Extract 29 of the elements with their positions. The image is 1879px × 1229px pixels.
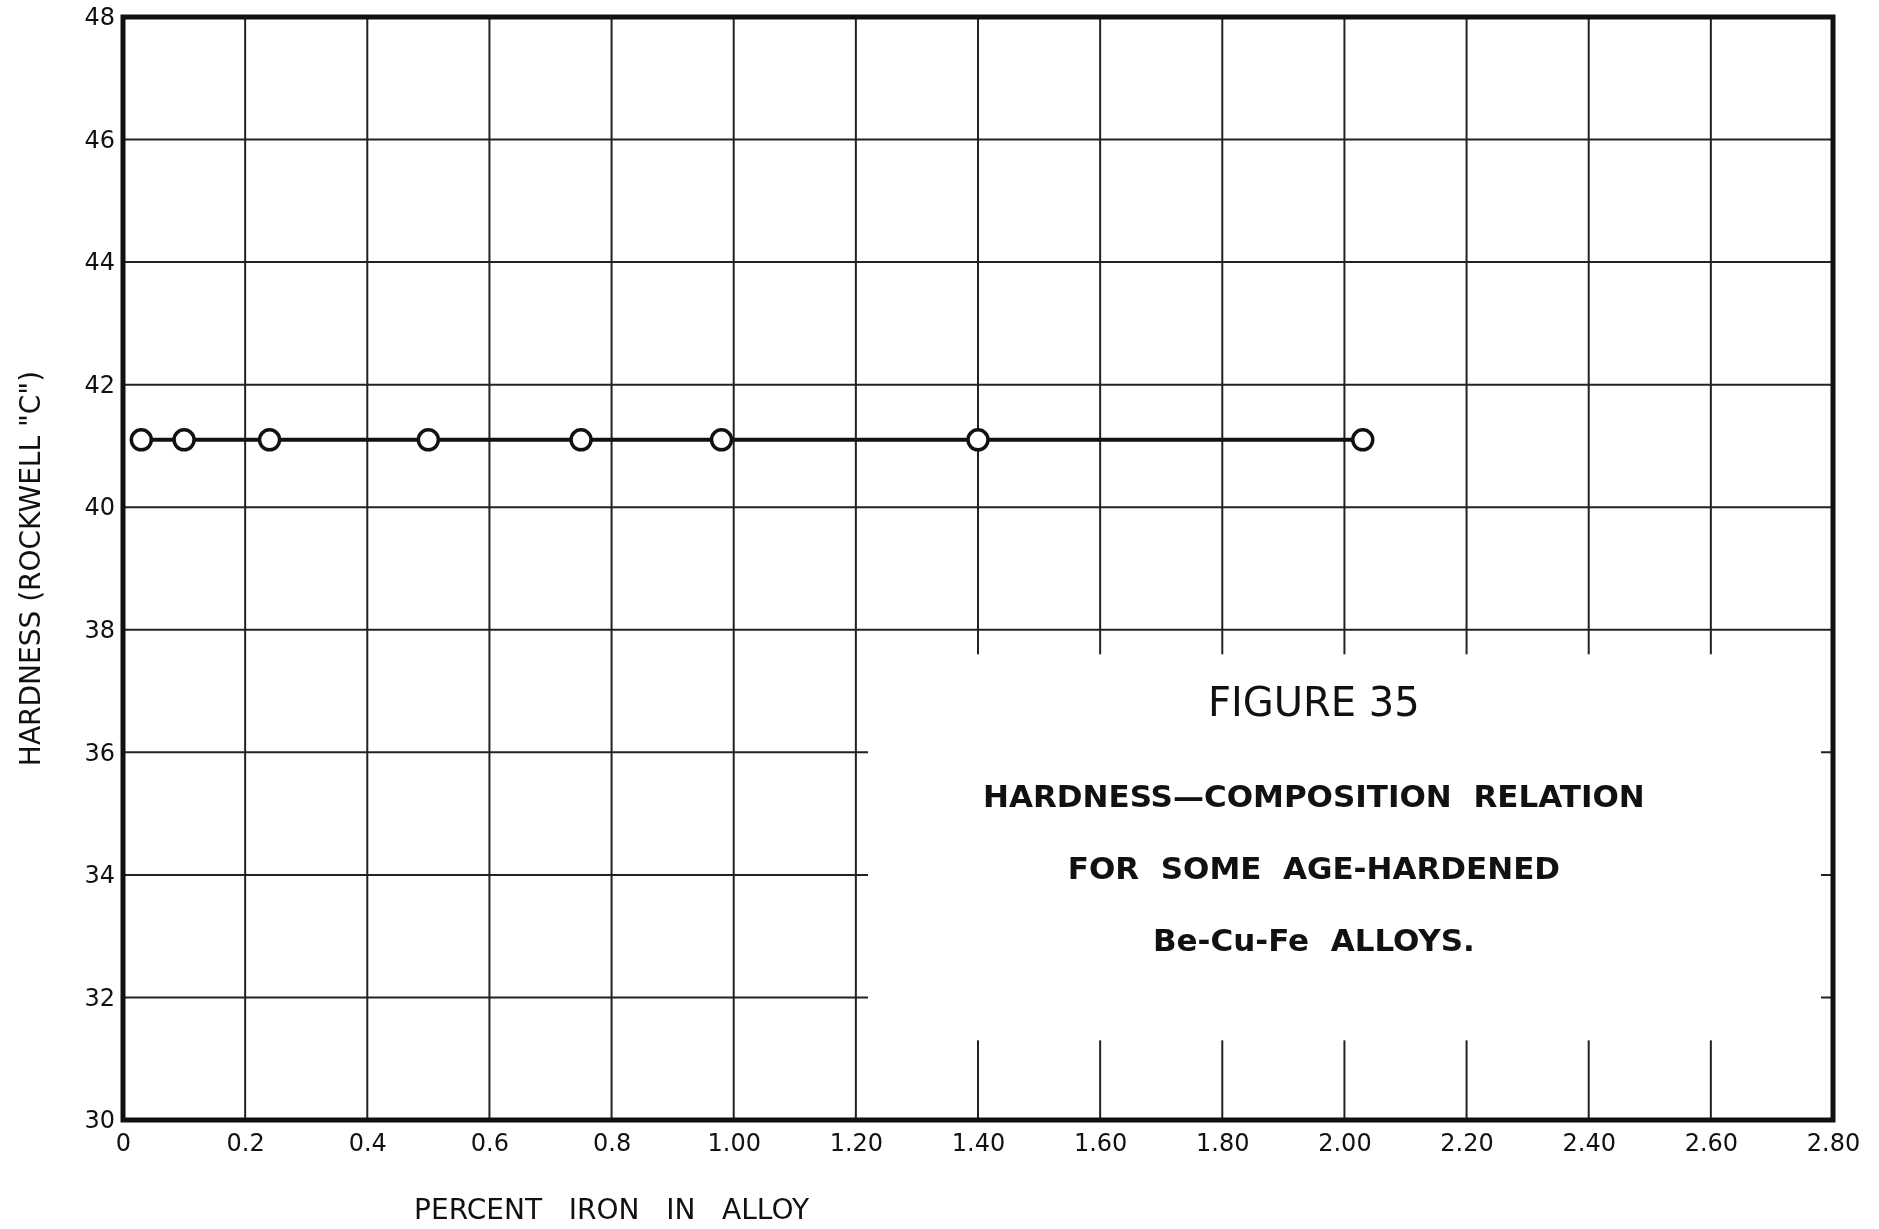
x-tick-label: 2.00 bbox=[1318, 1129, 1372, 1158]
x-tick-label: 1.40 bbox=[951, 1129, 1006, 1158]
x-tick-label: 2.40 bbox=[1562, 1129, 1616, 1158]
x-tick-label: 1.20 bbox=[829, 1129, 884, 1158]
x-tick-label: 2.20 bbox=[1440, 1129, 1494, 1158]
x-tick-label: 1.00 bbox=[707, 1129, 761, 1158]
x-tick-label: 0.4 bbox=[348, 1129, 387, 1158]
y-axis-title: HARDNESS (ROCKWELL "C") bbox=[14, 370, 47, 767]
x-tick-label: 0 bbox=[115, 1129, 132, 1158]
x-tick-label: 2.60 bbox=[1684, 1129, 1739, 1158]
x-tick-label: 1.80 bbox=[1196, 1129, 1250, 1158]
y-tick-label: 42 bbox=[84, 370, 115, 399]
text: HARDNESS—COMPOSITION RELATION FOR SOME AGE-HARDENED Be-Cu-Fe ALLOYS. bbox=[983, 778, 1645, 959]
x-tick-label: 1.60 bbox=[1073, 1129, 1128, 1158]
x-tick-label: 0.8 bbox=[592, 1129, 632, 1158]
x-axis-title: PERCENT IRON IN ALLOY bbox=[414, 1193, 810, 1226]
y-tick-label: 44 bbox=[84, 248, 115, 277]
x-tick-label: 0.2 bbox=[226, 1129, 265, 1158]
y-tick-label: 40 bbox=[84, 493, 115, 522]
y-tick-label: 32 bbox=[84, 983, 115, 1012]
y-tick-label: 30 bbox=[84, 1106, 115, 1135]
text: FIGURE 35 bbox=[1208, 678, 1420, 725]
y-tick-label: 36 bbox=[84, 738, 115, 767]
y-tick-label: 38 bbox=[84, 615, 115, 644]
y-tick-label: 46 bbox=[84, 125, 115, 154]
y-tick-label: 48 bbox=[84, 3, 115, 32]
x-tick-label: 2.80 bbox=[1806, 1129, 1861, 1158]
y-tick-label: 34 bbox=[84, 861, 115, 890]
x-tick-label: 0.6 bbox=[470, 1129, 510, 1158]
